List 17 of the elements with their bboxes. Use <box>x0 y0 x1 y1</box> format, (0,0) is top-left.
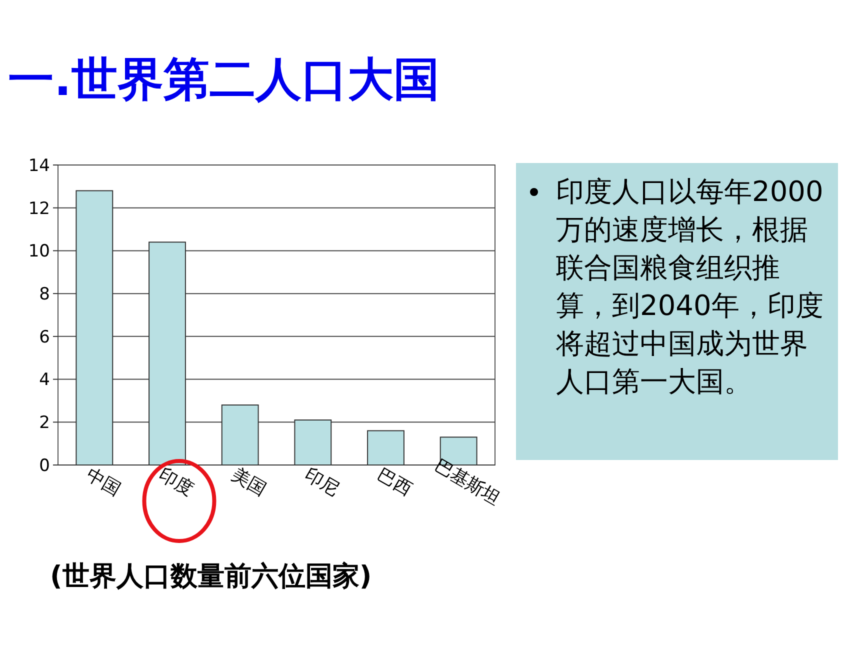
chart-title: 一.世界第二人口大国 <box>8 52 440 106</box>
text: (世界人口数量前六位国家) <box>50 561 372 592</box>
y-tick-label: 8 <box>39 284 50 305</box>
x-tick-label: 巴基斯坦 <box>430 455 504 510</box>
x-tick-label: 印度 <box>155 464 197 500</box>
x-tick-label: 中国 <box>82 464 124 500</box>
y-tick-label: 0 <box>39 456 50 476</box>
y-tick-label: 2 <box>39 413 50 434</box>
y-tick-label: 4 <box>39 370 50 390</box>
x-tick-label: 美国 <box>228 464 270 500</box>
y-tick-label: 10 <box>28 242 50 262</box>
y-tick-label: 6 <box>39 327 50 348</box>
x-tick-label: 印尼 <box>300 464 343 500</box>
x-tick-label: 巴西 <box>374 464 416 500</box>
y-tick-label: 14 <box>28 156 50 176</box>
y-tick-label: 12 <box>28 198 50 219</box>
text: 印度人口以每年2000万的速度增长，根据联合国粮食组织推算，到2040年，印度将超过中国成为世界人口第一大国。 <box>556 174 824 400</box>
